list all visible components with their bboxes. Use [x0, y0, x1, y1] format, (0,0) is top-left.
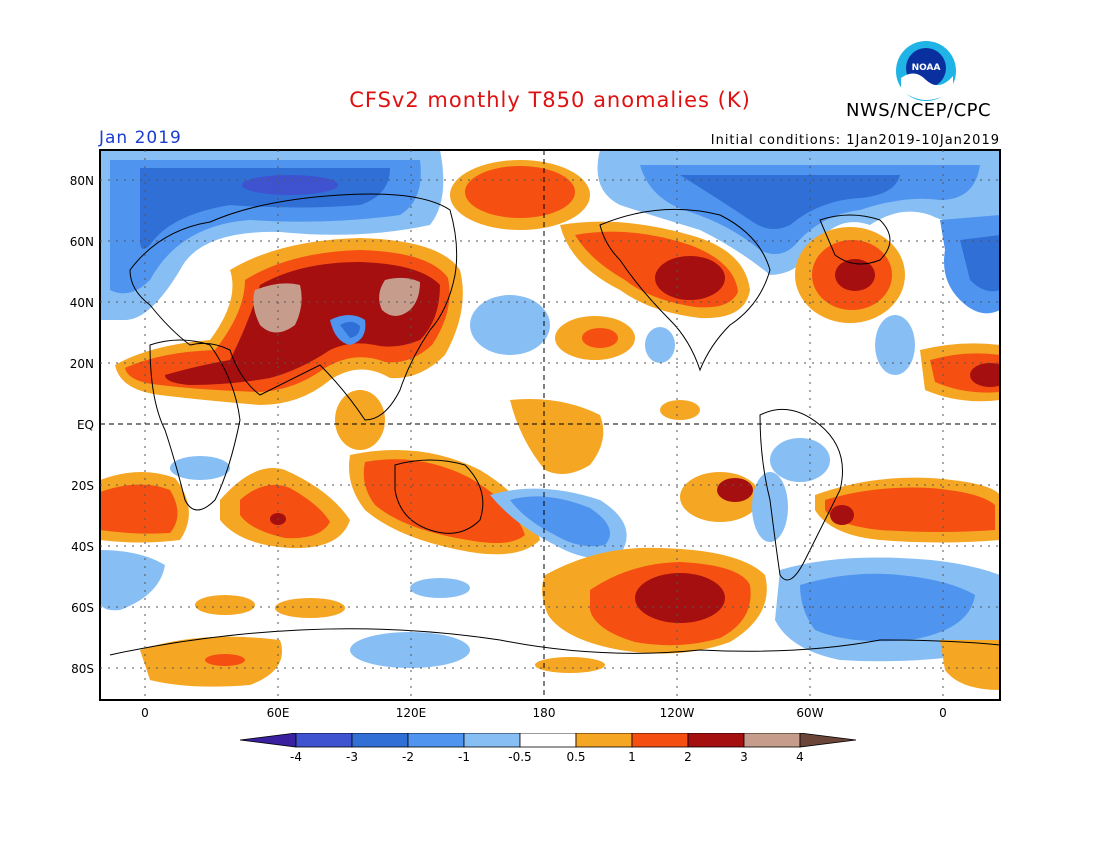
colorbar-tick-label: -2 [402, 750, 414, 764]
colorbar-swatch [743, 733, 801, 748]
lon-label: 0 [939, 706, 947, 720]
cold-anomaly-arctic [100, 150, 1000, 320]
colorbar-tick-label: -4 [290, 750, 302, 764]
anomaly-map: 80N 60N 40N 20N EQ 20S 40S 60S 80S 0 60E… [70, 149, 1001, 720]
lat-label: 40S [71, 540, 94, 554]
lon-label: 120W [660, 706, 695, 720]
organization-label: NWS/NCEP/CPC [846, 100, 992, 121]
lat-label: 80S [71, 662, 94, 676]
warm-anomaly-antarctic [140, 595, 1000, 690]
colorbar-swatch [463, 733, 521, 748]
lat-label: 20S [71, 479, 94, 493]
latitude-labels: 80N 60N 40N 20N EQ 20S 40S 60S 80S [70, 174, 94, 676]
colorbar-max-arrow [799, 733, 857, 748]
lon-label: 120E [396, 706, 427, 720]
colorbar-tick-label: 1 [628, 750, 636, 764]
colorbar-swatch [631, 733, 689, 748]
map-title: CFSv2 monthly T850 anomalies (K) [349, 88, 751, 112]
lon-label: 0 [141, 706, 149, 720]
colorbar: -4 -3 -2 -1 -0.5 0.5 1 2 3 4 [240, 733, 857, 764]
colorbar-tick-label: 3 [740, 750, 748, 764]
gridlines [100, 150, 1000, 700]
colorbar-swatch [407, 733, 465, 748]
warm-anomaly-southern-hemisphere [100, 450, 1000, 555]
initial-conditions-label: Initial conditions: 1Jan2019-10Jan2019 [710, 133, 1000, 148]
colorbar-swatch [687, 733, 745, 748]
warm-anomaly-north-pacific [450, 160, 905, 323]
colorbar-swatch [295, 733, 353, 748]
noaa-logo: NOAA [896, 41, 956, 101]
longitude-labels: 0 60E 120E 180 120W 60W 0 [141, 706, 947, 720]
lat-label: 60N [70, 235, 94, 249]
lat-label: 80N [70, 174, 94, 188]
colorbar-swatch [351, 733, 409, 748]
colorbar-tick-label: 2 [684, 750, 692, 764]
warm-anomaly-asia [115, 238, 1000, 450]
lat-label: 20N [70, 357, 94, 371]
colorbar-min-arrow [240, 733, 297, 748]
lat-label: 60S [71, 601, 94, 615]
subtropical-anomaly-patches [170, 295, 915, 522]
colorbar-tick-label: 4 [796, 750, 804, 764]
colorbar-swatch [519, 733, 577, 748]
south-pacific-anomaly [490, 472, 788, 654]
lat-label: EQ [77, 418, 94, 432]
colorbar-tick-label: -0.5 [508, 750, 531, 764]
month-label: Jan 2019 [99, 128, 182, 148]
colorbar-tick-label: -1 [458, 750, 470, 764]
svg-text:NOAA: NOAA [912, 63, 941, 73]
colorbar-tick-label: 0.5 [566, 750, 585, 764]
lon-label: 60E [267, 706, 290, 720]
colorbar-tick-label: -3 [346, 750, 358, 764]
lon-label: 180 [533, 706, 556, 720]
lat-label: 40N [70, 296, 94, 310]
map-frame [99, 149, 1001, 701]
lon-label: 60W [796, 706, 823, 720]
colorbar-swatch [575, 733, 633, 748]
cold-anomaly-southern-ocean [100, 550, 1000, 668]
